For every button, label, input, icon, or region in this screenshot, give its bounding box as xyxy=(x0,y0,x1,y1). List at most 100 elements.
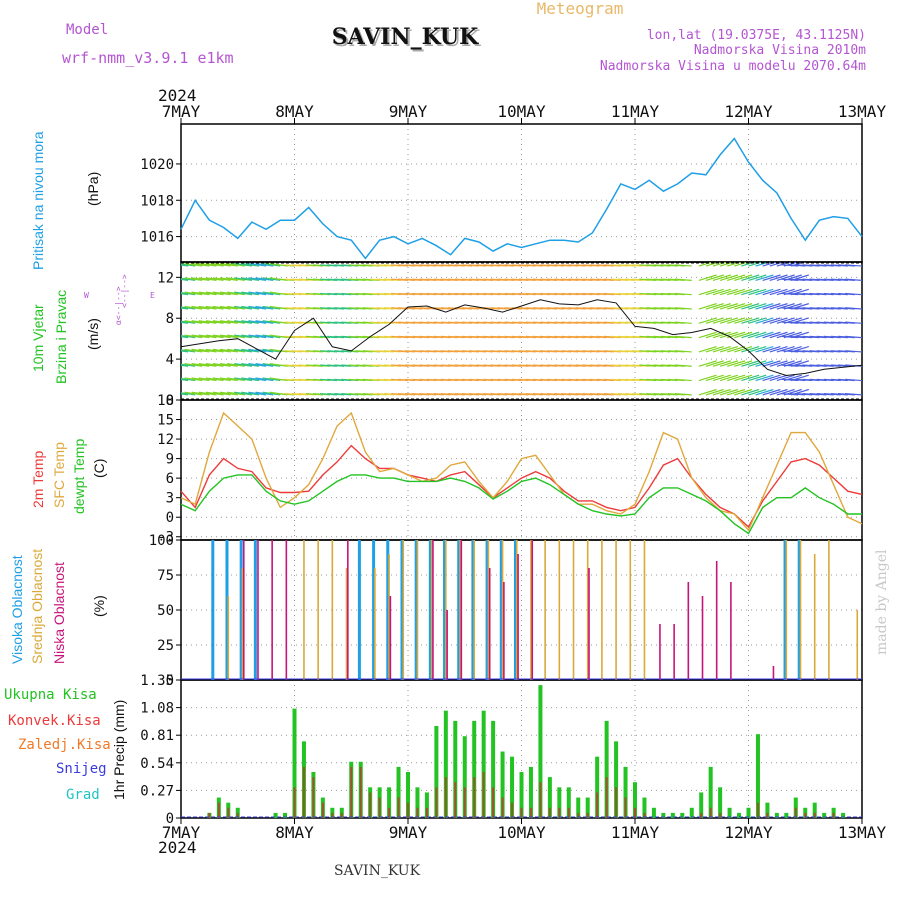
model-altitude-label: Nadmorska Visina u modelu 2070.64m xyxy=(600,59,866,74)
wind-barb xyxy=(734,388,753,396)
wind-barb xyxy=(212,377,231,382)
y-tick-label: 1.35 xyxy=(140,673,174,689)
wind-barb xyxy=(181,306,196,310)
wind-barb xyxy=(205,291,224,296)
station-title: SAVIN_KUK xyxy=(334,26,481,52)
wind-barb xyxy=(712,331,731,339)
wind-barb xyxy=(248,391,267,396)
wind-barb xyxy=(705,345,724,353)
wind-barb xyxy=(227,391,245,396)
wind-barb xyxy=(191,291,210,296)
wind-barb xyxy=(191,262,210,267)
wind-barb xyxy=(755,331,774,339)
wind-barb xyxy=(705,317,724,324)
wind-barb xyxy=(184,262,203,267)
wind-barb xyxy=(741,262,757,267)
wind-barb xyxy=(227,262,245,267)
wind-ylabel2: Brzina i Pravac xyxy=(53,290,69,384)
wind-barb xyxy=(741,331,760,339)
y-tick-label: 0 xyxy=(166,811,174,827)
wind-barb xyxy=(205,305,224,310)
wind-barb xyxy=(234,305,253,310)
wind-compass-row1: <--|--> xyxy=(120,274,129,308)
lonlat-label: lon,lat (19.0375E, 43.1125N) xyxy=(647,28,866,43)
wind-barb xyxy=(248,363,267,367)
wind-barb xyxy=(181,377,196,382)
wind-barb xyxy=(769,345,788,353)
precip-conv-bar xyxy=(444,777,447,818)
wind-barb xyxy=(181,307,189,310)
precip-conv-bar xyxy=(302,766,305,818)
y-tick-label: 1016 xyxy=(140,230,174,246)
wind-barb xyxy=(719,345,739,353)
wind-barb xyxy=(184,277,203,281)
wind-barb xyxy=(741,374,760,382)
precip-conv-bar xyxy=(586,812,589,818)
wind-barb xyxy=(219,334,238,339)
wind-barb xyxy=(181,335,189,339)
precip-total-bar xyxy=(538,685,543,818)
wind-barb xyxy=(198,291,217,296)
precip-total-bar xyxy=(718,787,723,818)
wind-barb xyxy=(219,391,238,396)
wind-barb xyxy=(227,377,245,382)
wind-barb xyxy=(755,388,774,396)
wind-barb xyxy=(181,334,196,339)
y-tick-label: 12 xyxy=(157,432,174,448)
wind-barb xyxy=(227,363,245,367)
wind-barb xyxy=(227,320,245,324)
wind-barb xyxy=(845,307,862,310)
wind-barb xyxy=(227,291,245,296)
wind-barb xyxy=(181,320,196,324)
wind-barb xyxy=(748,274,767,281)
wind-barb xyxy=(198,262,217,267)
year-bottom: 2024 xyxy=(158,838,197,857)
wind-barb xyxy=(698,303,717,310)
precip-total-bar xyxy=(472,720,477,818)
wind-barb xyxy=(198,363,217,367)
wind-barb xyxy=(241,334,260,339)
y-tick-label: 100 xyxy=(149,533,174,549)
wind-barb xyxy=(262,363,281,367)
wind-barb xyxy=(674,278,692,281)
wind-barb xyxy=(674,350,692,353)
wind-barb xyxy=(219,348,238,353)
precip-conv-bar xyxy=(359,766,362,818)
wind-barb xyxy=(181,292,196,296)
temp-sfc-line xyxy=(180,411,863,532)
wind-barb xyxy=(719,303,739,310)
wind-barb xyxy=(769,274,788,281)
wind-barb xyxy=(845,364,862,367)
wind-barb xyxy=(762,331,781,339)
wind-barb xyxy=(255,277,274,281)
wind-barb xyxy=(769,317,788,324)
wind-barb xyxy=(262,320,281,324)
precip-total-bar xyxy=(604,720,609,818)
temp-label-dew: dewpt Temp xyxy=(71,439,87,514)
wind-barb xyxy=(181,264,189,267)
precip-total-bar xyxy=(765,802,770,818)
wind-barb xyxy=(198,391,217,396)
precip-conv-bar xyxy=(217,802,220,818)
wind-barb xyxy=(241,391,260,396)
x-date-label-top: 9MAY xyxy=(389,102,428,121)
wind-barb xyxy=(181,379,182,381)
wind-barb xyxy=(741,303,760,310)
wind-barb xyxy=(776,288,795,296)
wind-barb xyxy=(712,360,731,367)
y-tick-label: 15 xyxy=(157,413,174,429)
wind-barb xyxy=(705,262,722,267)
wind-speed-line xyxy=(180,299,863,377)
wind-barb xyxy=(748,288,767,296)
y-tick-label: 0 xyxy=(166,393,174,409)
precip-conv-bar xyxy=(832,812,835,818)
wind-barb xyxy=(212,305,231,310)
wind-barb xyxy=(255,262,274,267)
precip-conv-bar xyxy=(331,812,334,818)
wind-barb xyxy=(734,345,753,353)
y-tick-label: -3 xyxy=(157,530,174,546)
precip-label-conv: Konvek.Kisa xyxy=(8,713,101,729)
wind-barb xyxy=(184,305,203,310)
wind-barb xyxy=(727,360,746,367)
